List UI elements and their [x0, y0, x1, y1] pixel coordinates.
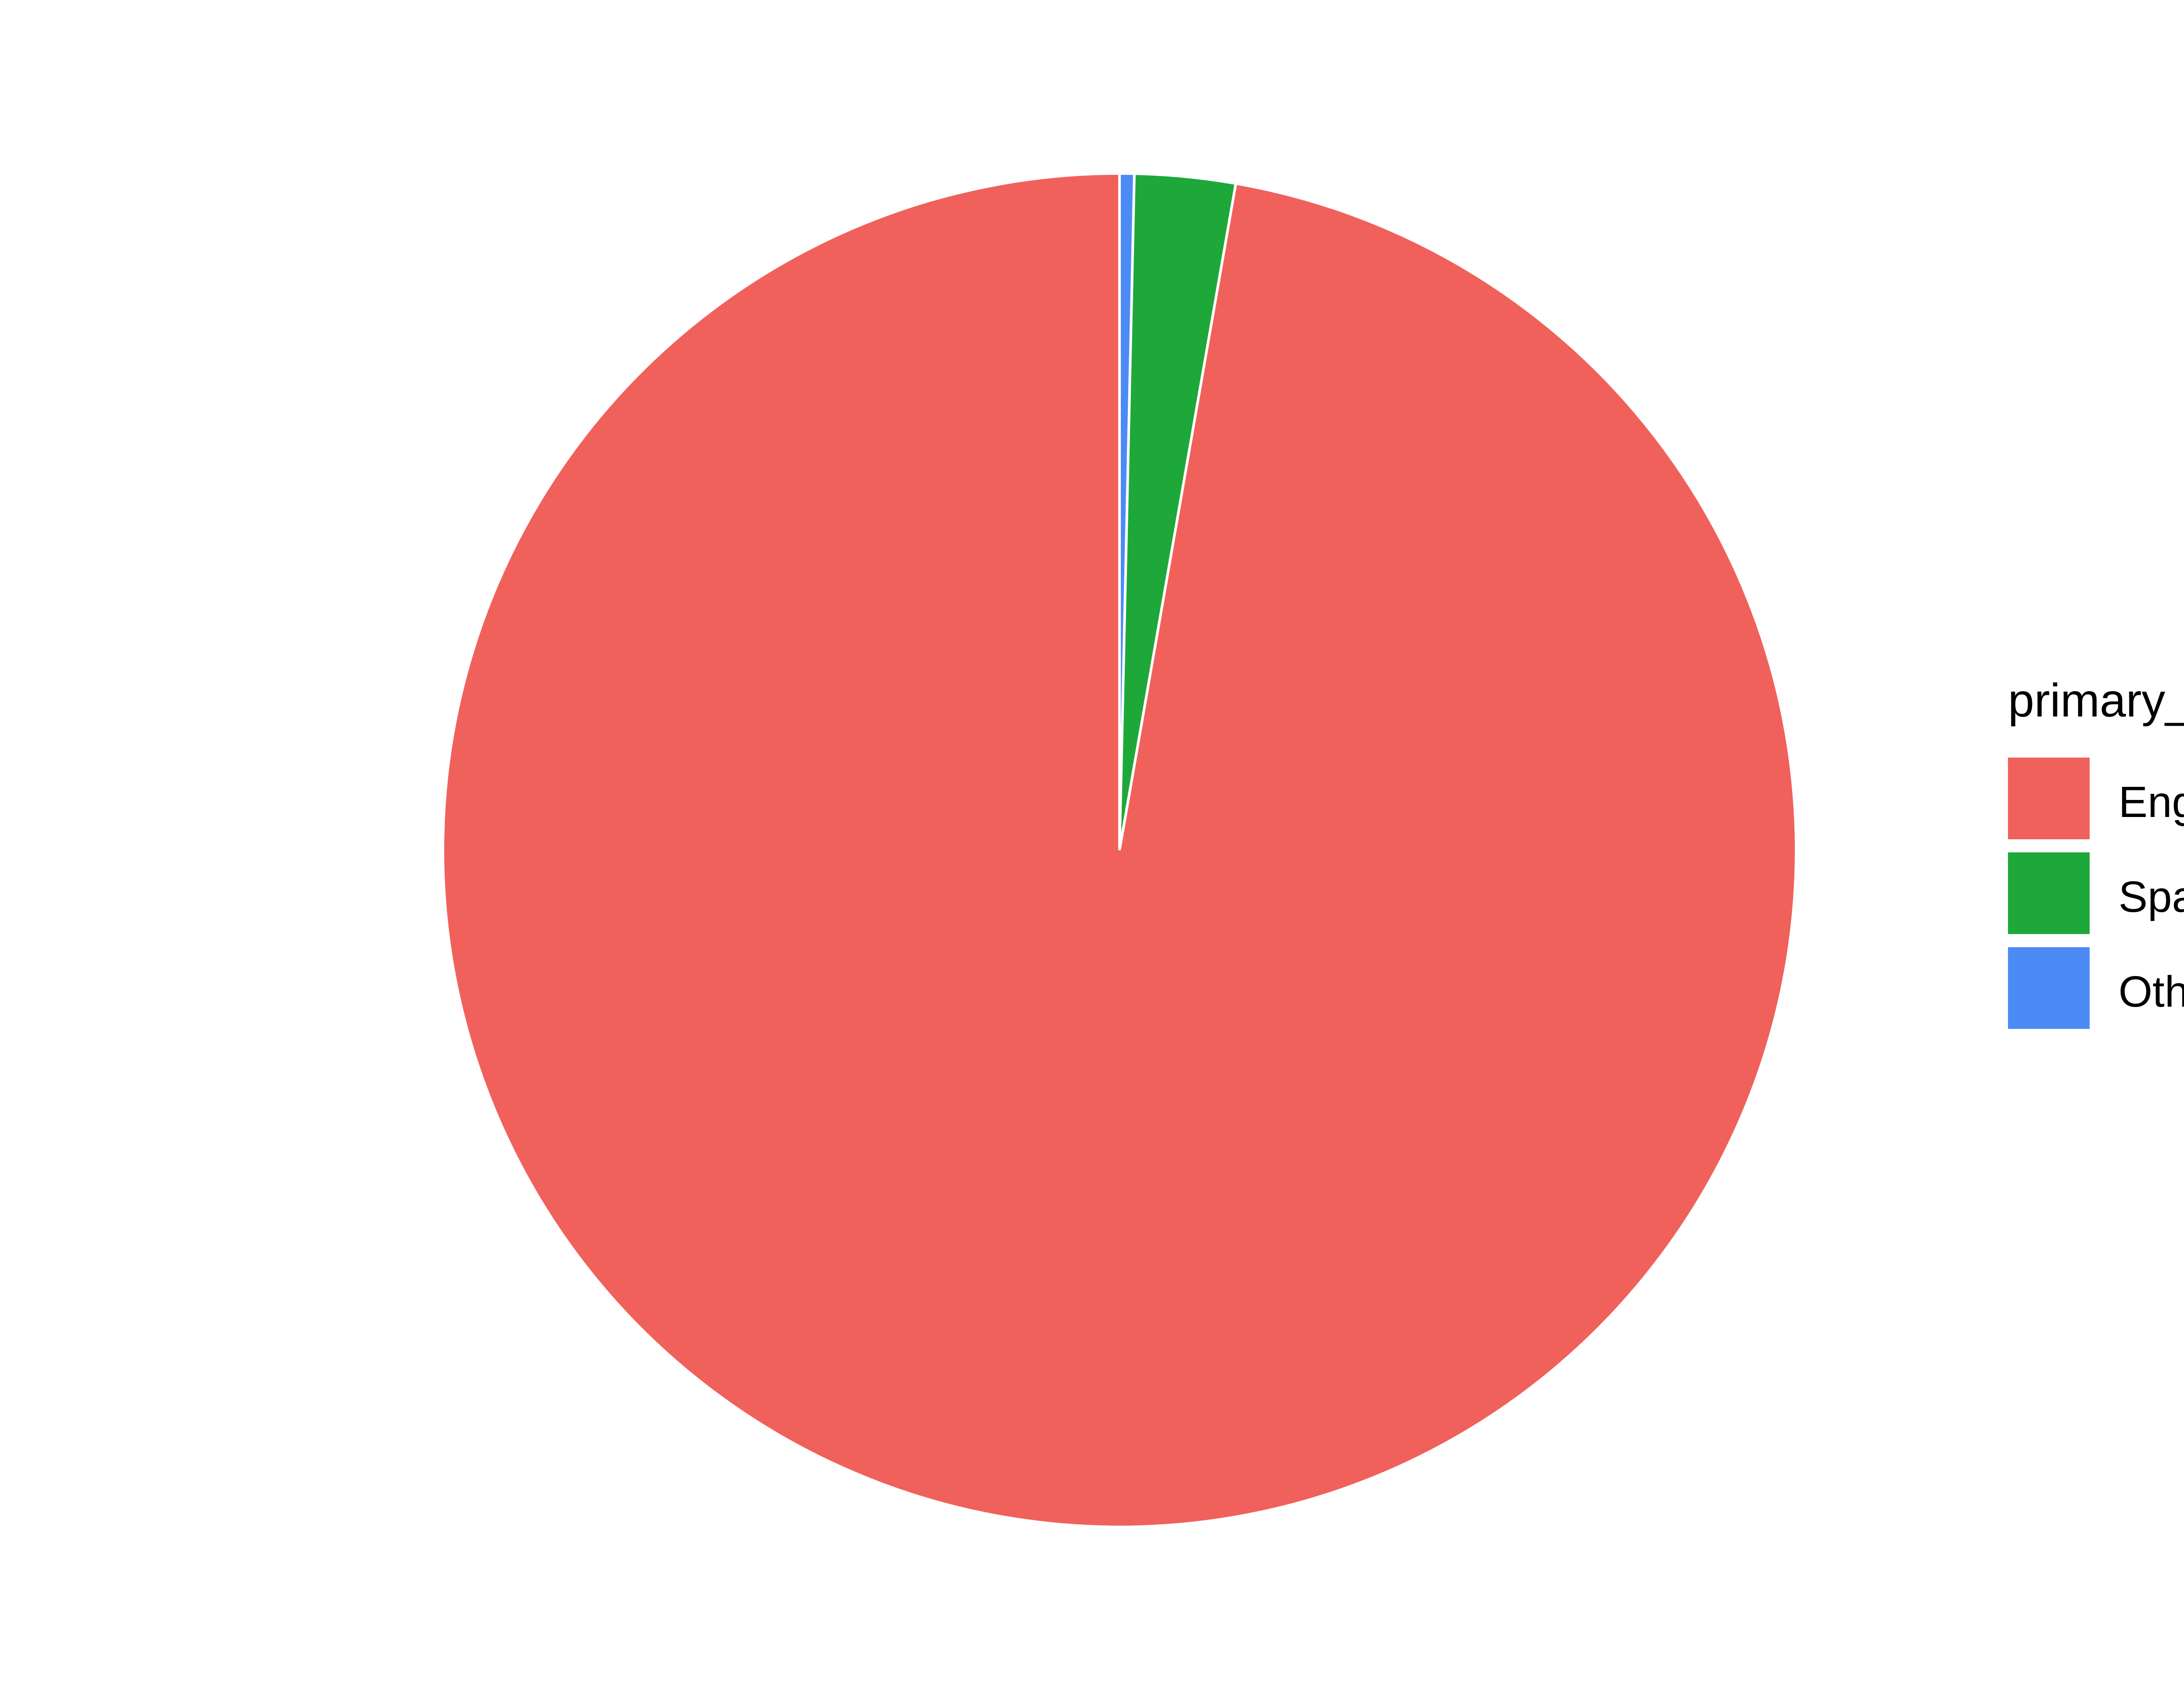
svg-text:Spanish: Spanish — [2118, 872, 2184, 921]
svg-text:Other: Other — [2118, 967, 2184, 1016]
svg-text:English: English — [2118, 778, 2184, 827]
svg-text:primary_language: primary_language — [2008, 674, 2184, 727]
